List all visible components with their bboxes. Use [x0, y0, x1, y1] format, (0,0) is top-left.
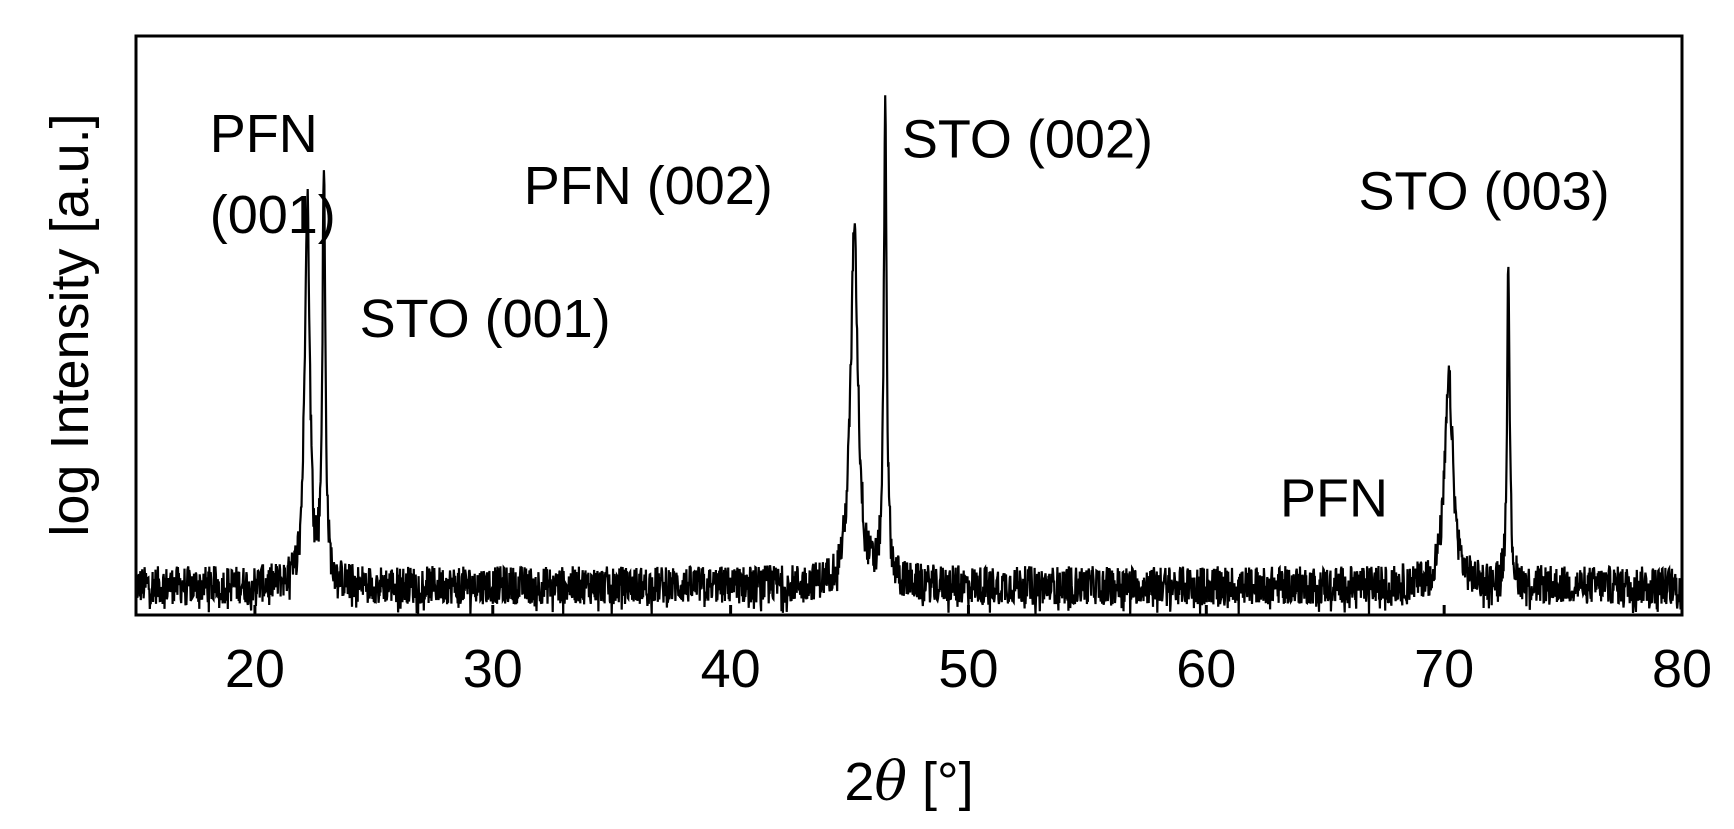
plot-frame — [134, 34, 1684, 617]
peak-annotation: (001) — [210, 185, 336, 245]
x-tick-label: 60 — [1176, 639, 1236, 699]
x-tick-label: 80 — [1652, 639, 1712, 699]
x-tick-label: 40 — [701, 639, 761, 699]
peak-annotation: PFN — [1280, 469, 1388, 529]
peak-annotation: STO (002) — [902, 110, 1153, 170]
peak-annotation: PFN — [210, 104, 318, 164]
peak-annotation: STO (001) — [360, 289, 611, 349]
x-axis-ticks: 20 30 40 50 60 70 80 — [225, 605, 1712, 699]
peak-annotation: STO (003) — [1359, 162, 1610, 222]
x-axis-label: 2θ [°] — [844, 750, 973, 813]
curve-layer — [135, 95, 1683, 615]
x-axis-label-prefix: 2 — [844, 752, 874, 812]
peak-annotation: PFN (002) — [524, 156, 773, 216]
y-axis-label: log Intensity [a.u.] — [40, 113, 100, 536]
x-axis-label-unit: [°] — [907, 752, 974, 812]
x-tick-label: 50 — [938, 639, 998, 699]
series-line — [135, 95, 1683, 615]
x-axis-label-symbol: θ — [874, 750, 907, 813]
peak-annotations: PFN (001) STO (001) PFN (002) STO (002) STO (… — [210, 104, 1610, 529]
x-tick-label: 20 — [225, 639, 285, 699]
x-tick-label: 30 — [463, 639, 523, 699]
x-tick-label: 70 — [1414, 639, 1474, 699]
